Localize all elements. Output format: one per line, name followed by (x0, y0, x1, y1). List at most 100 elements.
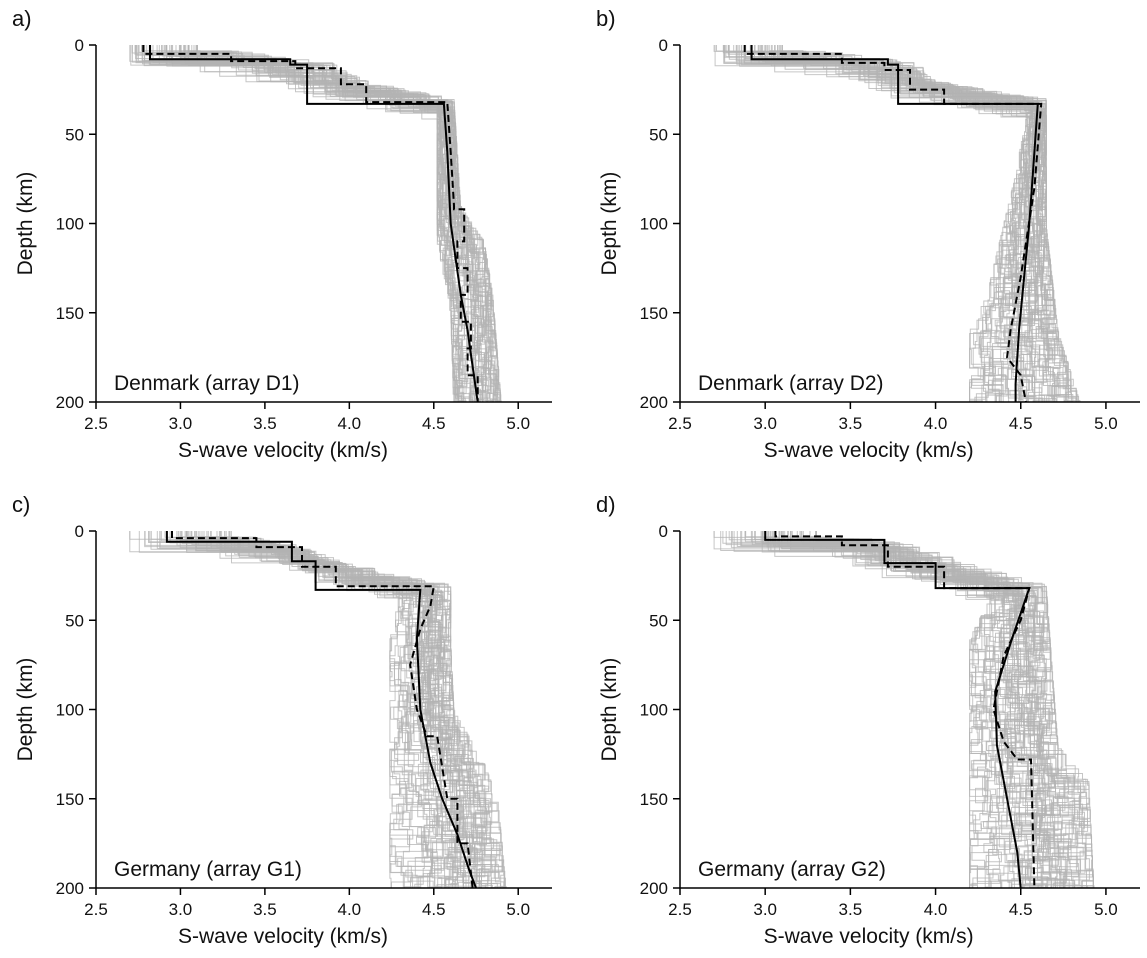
ensemble-profile (149, 45, 468, 402)
model-ensemble (713, 531, 1095, 889)
dashed-profile-line (142, 45, 479, 402)
panel-annotation: Denmark (array D1) (114, 372, 300, 395)
ensemble-profile (169, 45, 478, 402)
ensemble-profile (172, 45, 493, 402)
ensemble-profile (777, 45, 1077, 402)
chart-panel: 2.5 3.0 3.5 4.0 4.5 5.0 0 50 100 150 200 S-wave vel… (596, 6, 1140, 462)
ensemble-profile (184, 45, 502, 402)
ensemble-profile (228, 531, 505, 888)
y-tick-label: 0 (659, 522, 668, 541)
y-tick-label: 200 (640, 879, 668, 898)
ensemble-profile (779, 45, 1080, 402)
y-tick-label: 50 (65, 611, 84, 630)
y-tick-label: 150 (640, 790, 668, 809)
x-tick-label: 4.5 (422, 414, 446, 433)
ensemble-profile (186, 531, 464, 888)
y-tick-label: 100 (56, 701, 84, 720)
ensemble-profile (146, 45, 478, 402)
y-tick-label: 150 (56, 304, 84, 323)
ensemble-profile (161, 45, 477, 402)
x-tick-label: 4.0 (338, 900, 362, 919)
x-tick-label: 4.5 (1009, 900, 1033, 919)
ensemble-profile (131, 45, 465, 402)
ensemble-profile (725, 531, 1000, 888)
chart-panel: 2.5 3.0 3.5 4.0 4.5 5.0 0 50 100 150 200 S-wave vel… (12, 6, 552, 462)
ensemble-profile (165, 45, 484, 402)
ensemble-profile (129, 45, 459, 402)
panel-annotation: Germany (array G2) (698, 858, 886, 881)
y-axis-title: Depth (km) (598, 172, 621, 276)
y-tick-label: 200 (56, 393, 84, 412)
y-tick-label: 50 (65, 125, 84, 144)
model-ensemble (129, 531, 507, 889)
y-axis-title: Depth (km) (598, 658, 621, 762)
ensemble-profile (733, 45, 1038, 402)
ensemble-profile (164, 45, 485, 402)
ensemble-profile (203, 531, 477, 888)
x-tick-label: 4.5 (422, 900, 446, 919)
x-tick-label: 3.5 (253, 414, 277, 433)
ensemble-profile (163, 45, 481, 402)
x-tick-label: 3.5 (839, 414, 863, 433)
x-tick-label: 2.5 (668, 900, 692, 919)
x-tick-label: 2.5 (84, 414, 108, 433)
x-tick-label: 3.0 (753, 900, 777, 919)
y-tick-label: 0 (75, 522, 84, 541)
x-tick-label: 3.0 (169, 900, 193, 919)
x-tick-label: 5.0 (506, 900, 530, 919)
ensemble-profile (724, 45, 1035, 402)
x-tick-label: 3.0 (169, 414, 193, 433)
x-tick-label: 5.0 (1094, 900, 1118, 919)
panel-label: a) (12, 6, 32, 31)
solid-profile-line (149, 45, 479, 403)
y-tick-label: 150 (56, 790, 84, 809)
ensemble-profile (143, 45, 463, 402)
panel-label: c) (12, 492, 30, 517)
ensemble-profile (135, 45, 459, 402)
x-tick-label: 4.5 (1009, 414, 1033, 433)
ensemble-profile (723, 45, 1033, 402)
y-tick-label: 50 (649, 611, 668, 630)
ensemble-profile (144, 531, 418, 888)
x-tick-label: 3.0 (753, 414, 777, 433)
chart-panel: 2.5 3.0 3.5 4.0 4.5 5.0 0 50 100 150 200 S-wave vel… (596, 492, 1140, 948)
ensemble-profile (765, 531, 1055, 889)
ensemble-profile (728, 45, 1028, 402)
ensemble-profile (194, 531, 470, 888)
y-tick-label: 150 (640, 304, 668, 323)
x-axis-title: S-wave velocity (km/s) (178, 439, 388, 462)
ensemble-profile (137, 45, 464, 402)
ensemble-profile (131, 45, 462, 402)
panel-label: d) (596, 492, 616, 517)
ensemble-profile (713, 531, 1000, 888)
ensemble-profile (187, 531, 464, 888)
dashed-profile-line (171, 531, 474, 889)
y-axis-title: Depth (km) (14, 172, 37, 276)
ensemble-profile (136, 45, 465, 402)
ensemble-profile (766, 531, 1070, 888)
panel-label: b) (596, 6, 616, 31)
x-tick-label: 5.0 (1094, 414, 1118, 433)
x-tick-label: 4.0 (924, 414, 948, 433)
model-ensemble (129, 45, 502, 402)
ensemble-profile (149, 45, 473, 402)
ensemble-profile (148, 531, 421, 888)
x-axis-title: S-wave velocity (km/s) (764, 439, 974, 462)
ensemble-profile (135, 45, 461, 402)
ensemble-profile (156, 45, 486, 402)
ensemble-profile (166, 45, 480, 402)
ensemble-profile (144, 531, 445, 888)
ensemble-profile (187, 45, 500, 402)
dashed-profile-line (774, 531, 1036, 889)
ensemble-profile (714, 45, 1032, 402)
ensemble-profile (144, 45, 463, 402)
ensemble-profile (725, 45, 1032, 402)
panel-annotation: Germany (array G1) (114, 858, 302, 881)
y-tick-label: 100 (56, 215, 84, 234)
x-tick-label: 3.5 (253, 900, 277, 919)
chart-panel: 2.5 3.0 3.5 4.0 4.5 5.0 0 50 100 150 200 S-wave vel… (12, 492, 552, 948)
x-tick-label: 5.0 (506, 414, 530, 433)
y-tick-label: 200 (640, 393, 668, 412)
ensemble-profile (773, 531, 1052, 888)
dashed-profile-line (743, 45, 1043, 403)
